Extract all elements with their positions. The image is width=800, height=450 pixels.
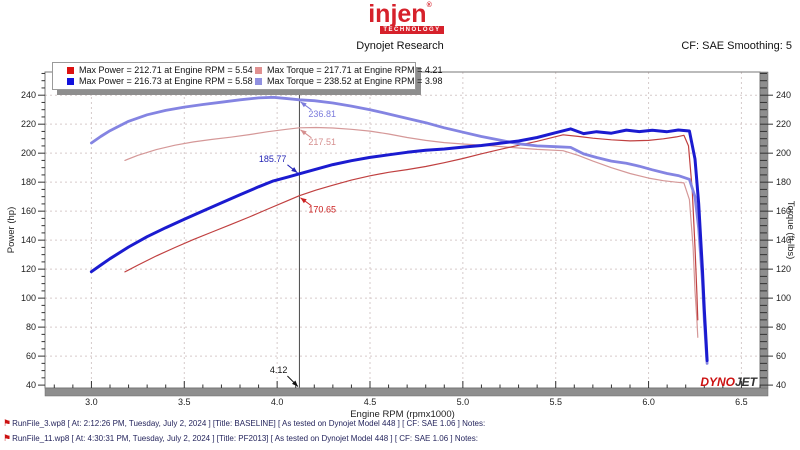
cursor-rpm-label: 4.12 — [270, 365, 288, 375]
y-tick-label-left: 60 — [26, 351, 36, 361]
y-axis-title-left: Power (hp) — [6, 207, 17, 253]
run-file-info: ⚑RunFile_11.wp8 [ At: 4:30:31 PM, Tuesda… — [3, 433, 478, 444]
y-tick-label-left: 80 — [26, 322, 36, 332]
curves — [89, 95, 709, 365]
legend-entry: Max Power = 212.71 at Engine RPM = 5.54 — [67, 65, 255, 75]
legend-label: Max Torque = 238.52 at Engine RPM = 3.98 — [267, 76, 443, 86]
axis-ticks — [38, 72, 773, 388]
annotation-arrowhead — [292, 380, 298, 387]
axis-bevel-bottom — [44, 387, 769, 397]
legend-label: Max Power = 216.73 at Engine RPM = 5.58 — [79, 76, 253, 86]
y-tick-label-right: 80 — [776, 322, 786, 332]
y-tick-label-left: 220 — [21, 119, 36, 129]
run-file-text: RunFile_11.wp8 [ At: 4:30:31 PM, Tuesday… — [12, 434, 478, 443]
x-tick-label: 4.5 — [364, 397, 377, 407]
injen-logo-word: injen — [368, 0, 427, 28]
x-tick-label: 3.5 — [178, 397, 191, 407]
legend-label: Max Torque = 217.71 at Engine RPM = 4.21 — [267, 65, 443, 75]
y-tick-label-right: 120 — [776, 264, 791, 274]
y-tick-label-right: 60 — [776, 351, 786, 361]
gridlines — [45, 72, 760, 388]
y-tick-label-right: 160 — [776, 206, 791, 216]
run-flag-icon: ⚑ — [3, 433, 12, 443]
y-tick-label-left: 120 — [21, 264, 36, 274]
dynojet-logo: DYNOJET — [700, 375, 758, 389]
y-axis-title-right: Torque (ft-lbs) — [785, 201, 796, 260]
injen-logo: injen® TECHNOLOGY — [0, 2, 800, 34]
y-tick-label-left: 160 — [21, 206, 36, 216]
cursor-value-label: 185.77 — [259, 154, 287, 164]
y-tick-label-left: 40 — [26, 380, 36, 390]
x-tick-label: 5.5 — [549, 397, 562, 407]
series-color-swatch — [67, 66, 74, 74]
page-title: Dynojet Research — [356, 40, 444, 52]
registered-mark-icon: ® — [426, 2, 432, 9]
x-tick-label: 4.0 — [271, 397, 284, 407]
annotation-arrowhead — [300, 197, 307, 204]
series-pf2013-torque — [90, 95, 709, 365]
y-tick-label-left: 140 — [21, 235, 36, 245]
y-tick-label-left: 180 — [21, 177, 36, 187]
y-tick-label-right: 100 — [776, 293, 791, 303]
legend-entry: Max Torque = 217.71 at Engine RPM = 4.21 — [255, 65, 442, 75]
y-tick-label-right: 220 — [776, 119, 791, 129]
run-file-info: ⚑RunFile_3.wp8 [ At: 2:12:26 PM, Tuesday… — [3, 418, 485, 429]
cursor-value-label: 217.51 — [308, 137, 336, 147]
series-color-swatch — [255, 77, 262, 85]
y-tick-label-right: 140 — [776, 235, 791, 245]
y-tick-label-right: 180 — [776, 177, 791, 187]
series-color-swatch — [255, 66, 262, 74]
axis-tick-labels: 3.0 3.5 4.0 4.5 5.0 5.5 6.0 6.5 40 40 60 60 80 80 100 1… — [21, 90, 791, 407]
y-tick-label-left: 240 — [21, 90, 36, 100]
annotation-arrowhead — [300, 129, 307, 136]
x-tick-label: 5.0 — [457, 397, 470, 407]
legend-entry: Max Power = 216.73 at Engine RPM = 5.58 — [67, 76, 255, 86]
injen-logo-subtext: TECHNOLOGY — [380, 26, 444, 34]
annotation-arrowhead — [291, 167, 298, 173]
series-baseline-torque — [124, 126, 699, 338]
cursor-value-label: 170.65 — [308, 205, 336, 215]
series-baseline-power — [124, 134, 699, 321]
y-tick-label-right: 200 — [776, 148, 791, 158]
series-pf2013-power — [89, 127, 709, 362]
y-tick-label-left: 200 — [21, 148, 36, 158]
x-tick-label: 6.5 — [735, 397, 748, 407]
y-tick-label-left: 100 — [21, 293, 36, 303]
cursor-value-label: 236.81 — [308, 109, 336, 119]
run-file-text: RunFile_3.wp8 [ At: 2:12:26 PM, Tuesday,… — [12, 419, 486, 428]
x-axis-title: Engine RPM (rpmx1000) — [350, 409, 455, 420]
x-tick-label: 6.0 — [642, 397, 655, 407]
axis-bevel-right — [759, 71, 769, 389]
y-tick-label-right: 40 — [776, 380, 786, 390]
x-tick-label: 3.0 — [85, 397, 98, 407]
run-flag-icon: ⚑ — [3, 418, 12, 428]
legend-label: Max Power = 212.71 at Engine RPM = 5.54 — [79, 65, 253, 75]
smoothing-setting: CF: SAE Smoothing: 5 — [681, 40, 792, 52]
series-color-swatch — [67, 77, 74, 85]
y-tick-label-right: 240 — [776, 90, 791, 100]
plot-area[interactable] — [45, 72, 760, 388]
annotation-arrowhead — [300, 101, 307, 108]
legend-entry: Max Torque = 238.52 at Engine RPM = 3.98 — [255, 76, 442, 86]
chart-legend: Max Power = 212.71 at Engine RPM = 5.54 … — [52, 62, 442, 90]
